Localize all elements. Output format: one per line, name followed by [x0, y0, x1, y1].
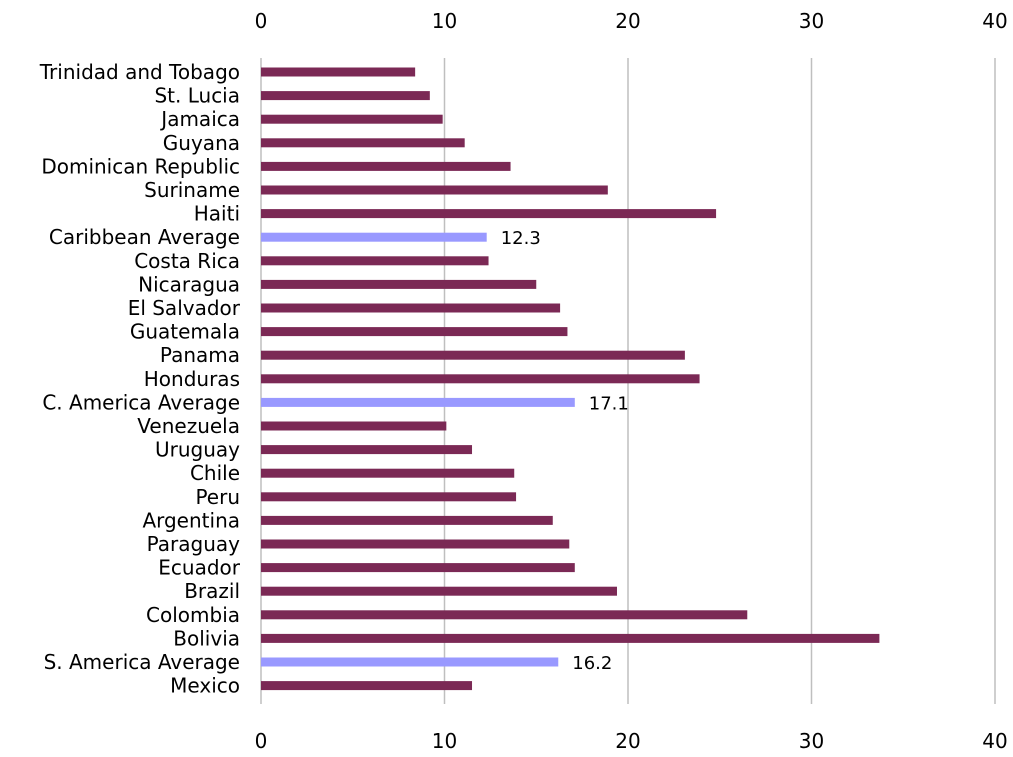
category-label: Jamaica [159, 107, 240, 131]
category-label: C. America Average [42, 390, 240, 414]
category-label: Dominican Republic [41, 154, 240, 178]
bar [261, 209, 717, 219]
bar [261, 492, 517, 502]
bar [261, 279, 537, 289]
bar [261, 563, 575, 573]
top-axis-tick-labels: 0 10 20 30 40 [255, 9, 1008, 33]
category-label: Chile [190, 461, 240, 485]
bar [261, 445, 473, 455]
data-label: 17.1 [589, 393, 629, 414]
category-label: El Salvador [128, 296, 241, 320]
data-labels: 12.3 17.1 16.2 [501, 228, 629, 674]
top-tick-label: 30 [799, 9, 824, 33]
bar [261, 468, 515, 478]
average-bar [261, 397, 575, 407]
category-label: St. Lucia [154, 84, 240, 108]
bar [261, 327, 568, 337]
category-label: Bolivia [173, 626, 240, 650]
top-tick-label: 0 [255, 9, 268, 33]
bar [261, 586, 617, 596]
bar [261, 256, 489, 266]
bottom-tick-label: 30 [799, 729, 824, 753]
bar [261, 681, 473, 691]
bottom-tick-label: 10 [432, 729, 457, 753]
category-label: Mexico [170, 674, 240, 698]
bottom-axis-tick-labels: 0 10 20 30 40 [255, 729, 1008, 753]
category-label: Guyana [163, 131, 240, 155]
bottom-tick-label: 0 [255, 729, 268, 753]
top-tick-label: 10 [432, 9, 457, 33]
bar [261, 185, 608, 195]
bottom-tick-label: 40 [982, 729, 1007, 753]
category-label: Argentina [142, 508, 240, 532]
bars [261, 67, 880, 691]
bar [261, 350, 685, 360]
bar [261, 138, 465, 148]
category-label: Colombia [146, 603, 240, 627]
bar [261, 303, 561, 313]
category-label: Venezuela [137, 414, 240, 438]
data-label: 12.3 [501, 228, 541, 249]
bar [261, 114, 443, 124]
bar [261, 421, 447, 431]
average-bar [261, 232, 487, 242]
top-tick-label: 40 [982, 9, 1007, 33]
category-label: Suriname [144, 178, 240, 202]
average-bar [261, 657, 559, 667]
category-label: Honduras [144, 367, 240, 391]
category-label: Panama [160, 343, 240, 367]
category-label: Trinidad and Tobago [39, 60, 240, 84]
bottom-tick-label: 20 [615, 729, 640, 753]
top-tick-label: 20 [615, 9, 640, 33]
data-label: 16.2 [572, 653, 612, 674]
bar [261, 515, 553, 525]
category-label: Caribbean Average [49, 225, 240, 249]
category-label: Paraguay [147, 532, 241, 556]
category-label: Haiti [194, 202, 240, 226]
bar [261, 539, 570, 549]
category-label: Nicaragua [138, 272, 240, 296]
category-label: Brazil [184, 579, 240, 603]
category-label: Costa Rica [134, 249, 240, 273]
category-label: S. America Average [44, 650, 240, 674]
category-label: Peru [195, 485, 240, 509]
category-label: Ecuador [158, 556, 240, 580]
bar [261, 633, 880, 643]
bar [261, 91, 430, 101]
category-label: Guatemala [130, 320, 240, 344]
bar [261, 374, 700, 384]
bar [261, 161, 511, 171]
bar [261, 610, 748, 620]
bar [261, 67, 416, 77]
category-label: Uruguay [155, 438, 240, 462]
